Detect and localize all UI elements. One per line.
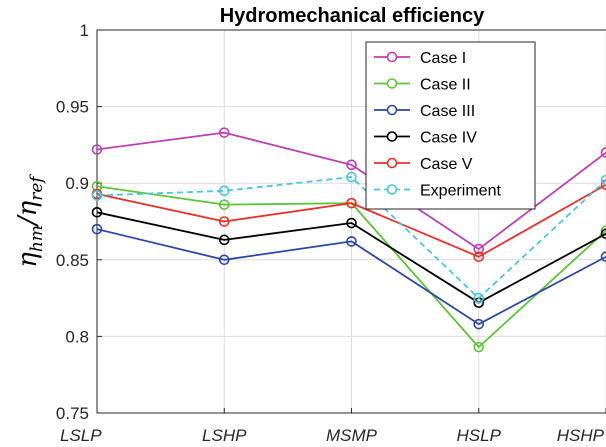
data-point-case-iii-hshp [600,251,606,263]
data-point-case-v-hslp [473,251,485,263]
data-point-case-v-hshp [600,179,606,191]
legend-label: Experiment [420,183,501,200]
data-point-experiment-lshp [218,185,230,197]
legend: Case I Case II Case III Case IV Case V Experi… [365,41,536,210]
legend-item-experiment: Experiment [374,183,501,200]
y-tick-label: 0.9 [65,174,89,193]
series-case-iv [91,207,606,308]
legend-marker [386,104,398,116]
series-case-i [91,127,606,255]
legend-label: Case II [420,77,471,94]
legend-marker [386,51,398,63]
svg-text:ηhm/ηref: ηhm/ηref [13,174,47,268]
data-point-experiment-msmp [346,171,357,183]
axes-layer [96,29,606,414]
ylabel-sub-ref: ref [27,174,47,201]
series-line-experiment [96,176,606,300]
series-line-case-iv [96,211,606,304]
data-point-case-iii-lslp [91,223,103,235]
y-tick-label: 0.95 [56,98,89,117]
data-point-case-iii-lshp [218,254,230,266]
legend-label: Case V [420,156,473,173]
data-point-case-i-msmp [346,159,357,171]
data-point-case-i-lslp [91,144,103,155]
series-experiment [91,171,606,304]
legend-marker [386,184,398,195]
data-point-case-i-hslp [473,243,485,255]
series-case-v [91,179,606,263]
chart-title: Hydromechanical efficiency [220,5,485,27]
x-tick-label: MSMP [326,426,378,445]
data-point-case-iv-lslp [91,207,103,218]
legend-marker [386,157,398,169]
data-point-experiment-hslp [473,292,485,304]
data-point-case-iii-hslp [473,318,485,330]
legend-label: Case III [420,103,475,120]
x-tick-label: LSHP [202,426,247,445]
y-tick-labels: 0.75 0.8 0.85 0.9 0.95 1 [56,21,89,423]
ylabel-slash: / [13,214,43,228]
legend-marker [386,78,398,89]
x-tick-label: HSLP [457,426,502,445]
data-point-case-ii-hslp [473,341,485,353]
data-point-case-v-lshp [218,216,230,227]
data-point-case-iv-hshp [600,228,606,240]
y-tick-label: 0.75 [56,404,89,423]
ylabel-sub-hm: hm [27,225,47,252]
series-line-case-v [96,183,606,258]
legend-marker [386,131,398,142]
y-tick-label: 0.8 [65,327,89,346]
series-layer [91,127,606,353]
data-point-case-ii-hshp [600,225,606,236]
data-point-case-i-hshp [600,147,606,158]
y-tick-label: 0.85 [56,251,89,270]
x-tick-label: HSHP [557,426,605,445]
ylabel-eta-2: η [13,200,43,216]
legend-label: Case I [420,50,466,67]
y-tick-label: 1 [80,21,89,40]
legend-label: Case IV [420,130,477,147]
series-line-case-iii [96,228,606,326]
data-point-experiment-lslp [91,190,103,201]
data-point-case-iii-msmp [346,236,357,247]
ylabel-eta-1: η [13,252,43,268]
data-point-case-i-lshp [218,127,230,138]
x-tick-label: LSLP [60,426,102,445]
data-point-case-iv-msmp [346,217,357,229]
data-point-case-iv-lshp [218,234,230,246]
legend-item-case-iv: Case IV [374,130,477,147]
legend-item-case-ii: Case II [374,77,471,94]
data-point-case-v-msmp [346,197,357,209]
y-axis-label: ηhm/ηref [13,174,47,268]
x-tick-labels: LSLP LSHP MSMP HSLP HSHP [60,426,605,445]
data-point-experiment-hshp [600,174,606,186]
series-line-case-i [96,131,606,250]
legend-item-case-iii: Case III [374,103,475,120]
series-case-iii [91,223,606,330]
legend-box [365,41,536,210]
legend-item-case-v: Case V [374,156,473,173]
legend-item-case-i: Case I [374,50,466,67]
data-point-case-ii-lshp [218,199,230,210]
